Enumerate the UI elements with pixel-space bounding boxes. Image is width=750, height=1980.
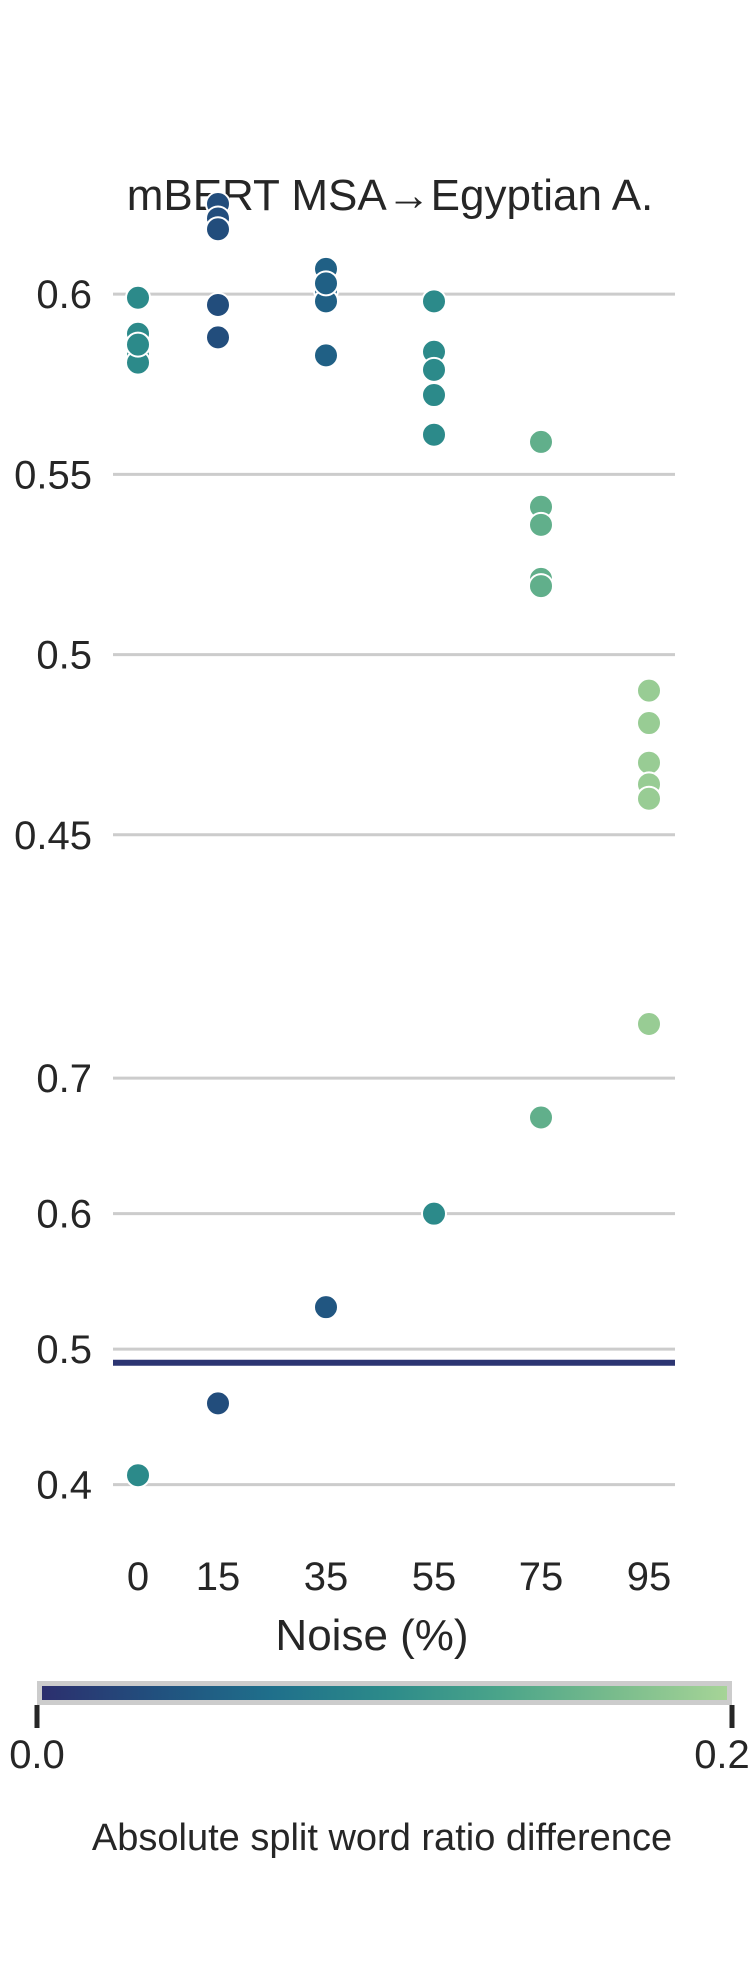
top-panel-data-point xyxy=(528,573,554,600)
top-panel-data-point xyxy=(636,710,662,737)
bottom-panel-y-tick-label: 0.7 xyxy=(36,1057,92,1101)
top-panel-data-point xyxy=(421,288,447,315)
x-tick-label: 35 xyxy=(304,1555,349,1599)
top-panel-data-point xyxy=(313,270,339,297)
bottom-panel-y-tick-label: 0.5 xyxy=(36,1328,92,1372)
x-tick-labels: 0 15 35 55 75 95 xyxy=(127,1555,671,1599)
top-panel-data-point xyxy=(421,421,447,448)
x-axis-label: Noise (%) xyxy=(275,1611,468,1660)
colorbar-min-label: 0.0 xyxy=(9,1733,65,1777)
top-panel-y-tick-label: 0.45 xyxy=(14,814,92,858)
x-tick-label: 15 xyxy=(196,1555,241,1599)
chart-title: mBERT MSA→Egyptian A. xyxy=(127,171,654,220)
x-tick-label: 0 xyxy=(127,1555,149,1599)
top-panel-data-point xyxy=(421,356,447,383)
top-panel-data-point xyxy=(636,749,662,776)
top-panel-data-point xyxy=(528,511,554,538)
bottom-panel-data-point xyxy=(421,1200,447,1227)
colorbar-max-label: 0.2 xyxy=(694,1733,750,1777)
bottom-panel-points xyxy=(125,1010,662,1489)
colorbar-label: Absolute split word ratio difference xyxy=(92,1817,672,1859)
top-panel-y-tick-label: 0.5 xyxy=(36,634,92,678)
top-panel-data-point xyxy=(313,342,339,369)
bottom-panel-y-tick-label: 0.4 xyxy=(36,1464,92,1508)
bottom-panel-data-point xyxy=(205,1390,231,1417)
x-tick-label: 95 xyxy=(627,1555,672,1599)
top-panel-data-point xyxy=(205,216,231,243)
top-panel-data-point xyxy=(636,785,662,812)
x-tick-label: 75 xyxy=(519,1555,564,1599)
top-panel-points xyxy=(125,191,662,812)
top-panel-grid: 0.6 0.55 0.5 0.45 xyxy=(14,273,675,858)
colorbar-gradient xyxy=(42,1686,727,1700)
bottom-panel-data-point xyxy=(636,1010,662,1037)
bottom-panel-y-tick-label: 0.6 xyxy=(36,1193,92,1237)
top-panel-y-tick-label: 0.6 xyxy=(36,273,92,317)
x-tick-label: 55 xyxy=(412,1555,457,1599)
top-panel-y-tick-label: 0.55 xyxy=(14,453,92,497)
top-panel-data-point xyxy=(205,324,231,351)
top-panel-data-point xyxy=(421,382,447,409)
top-panel-data-point xyxy=(125,284,151,311)
top-panel-data-point xyxy=(636,677,662,704)
bottom-panel-data-point xyxy=(313,1294,339,1321)
colorbar: 0.0 0.2 Absolute split word ratio differ… xyxy=(9,1681,750,1859)
bottom-panel-data-point xyxy=(125,1462,151,1489)
top-panel-data-point xyxy=(125,331,151,358)
bottom-panel-data-point xyxy=(528,1104,554,1131)
top-panel-data-point xyxy=(528,428,554,455)
bottom-panel-grid: 0.7 0.6 0.5 0.4 xyxy=(36,1057,675,1508)
top-panel-data-point xyxy=(205,291,231,318)
